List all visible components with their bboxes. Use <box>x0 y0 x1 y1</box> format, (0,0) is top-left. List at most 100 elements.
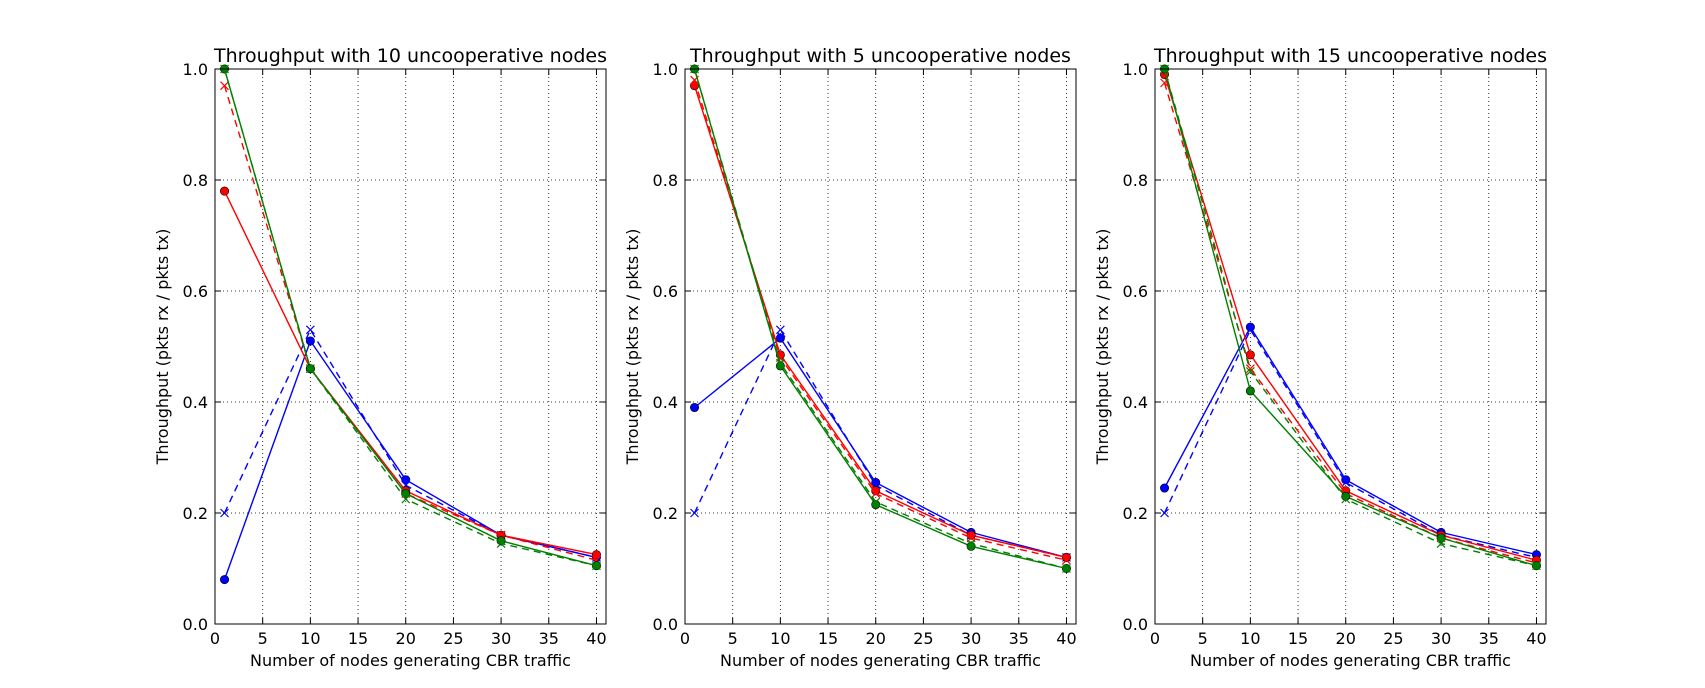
data-point-x <box>305 325 315 335</box>
y-axis-label: Throughput (pkts rx / pkts tx) <box>623 229 642 466</box>
y-tick-label: 0.4 <box>1123 393 1148 412</box>
x-tick-label: 40 <box>586 629 606 648</box>
series-line <box>223 85 597 561</box>
x-tick-label: 20 <box>396 629 416 648</box>
data-point-x <box>1245 325 1255 335</box>
data-point <box>220 186 230 196</box>
plot-frame <box>214 68 607 625</box>
x-tick-label: 25 <box>1383 629 1403 648</box>
x-tick-label: 5 <box>728 629 738 648</box>
x-tick-label: 15 <box>818 629 838 648</box>
data-point <box>591 550 601 560</box>
data-point-x <box>871 489 881 498</box>
x-tick-label: 20 <box>1336 629 1356 648</box>
data-point-x <box>775 358 785 368</box>
chart-title: Throughput with 10 uncooperative nodes <box>213 45 607 67</box>
series-line <box>1163 82 1537 564</box>
x-tick-label: 15 <box>348 629 368 648</box>
y-tick-label: 1.0 <box>653 60 678 79</box>
x-tick-label: 25 <box>913 629 933 648</box>
y-tick-label: 0.0 <box>653 615 678 634</box>
data-point <box>1341 491 1351 501</box>
data-point-x <box>1341 494 1351 504</box>
y-tick-label: 0.2 <box>183 504 208 523</box>
x-tick-label: 35 <box>1479 629 1499 648</box>
data-point <box>871 500 881 510</box>
data-point <box>1160 483 1170 493</box>
y-axis-label: Throughput (pkts rx / pkts tx) <box>1093 229 1112 466</box>
y-tick-label: 0.6 <box>1123 282 1148 301</box>
y-tick-label: 1.0 <box>1123 60 1148 79</box>
x-tick-label: 30 <box>1431 629 1451 648</box>
x-tick-label: 25 <box>443 629 463 648</box>
chart-title: Throughput with 15 uncooperative nodes <box>1153 45 1547 67</box>
data-point-x <box>592 561 601 571</box>
y-tick-label: 0.8 <box>1123 171 1148 190</box>
x-tick-label: 10 <box>300 629 320 648</box>
plot-frame <box>684 68 1077 625</box>
x-tick-label: 5 <box>258 629 268 648</box>
data-point-x <box>1532 561 1541 571</box>
x-tick-label: 40 <box>1526 629 1546 648</box>
data-point-x <box>401 494 411 504</box>
x-axis-label: Number of nodes generating CBR traffic <box>720 651 1041 670</box>
y-tick-label: 0.0 <box>183 615 208 634</box>
data-point-x <box>1062 564 1071 573</box>
x-tick-label: 10 <box>1240 629 1260 648</box>
plot-area <box>1155 69 1546 624</box>
data-point-x <box>1245 367 1255 376</box>
x-tick-label: 0 <box>210 629 220 648</box>
x-tick-label: 15 <box>1288 629 1308 648</box>
data-point-x <box>220 81 229 91</box>
plot-frame <box>1154 68 1547 625</box>
x-tick-label: 0 <box>680 629 690 648</box>
data-point <box>1245 386 1255 396</box>
data-point-x <box>220 508 229 518</box>
x-axis-label: Number of nodes generating CBR traffic <box>250 651 571 670</box>
y-axis-label: Throughput (pkts rx / pkts tx) <box>153 229 172 466</box>
plot-area <box>215 69 606 624</box>
data-point <box>305 336 315 346</box>
data-point-x <box>1245 364 1255 374</box>
y-tick-label: 0.2 <box>1123 504 1148 523</box>
series-line <box>1163 328 1537 559</box>
x-tick-label: 5 <box>1198 629 1208 648</box>
chart-title: Throughput with 5 uncooperative nodes <box>689 45 1071 67</box>
chart-panel-1: 0 5 10 15 20 25 30 35 40 0.0 0.2 0.4 0.6 0.8 1.0 Throug… <box>153 45 607 670</box>
x-tick-label: 35 <box>539 629 559 648</box>
data-point-x <box>690 508 699 518</box>
y-tick-label: 0.8 <box>183 171 208 190</box>
data-point-x <box>1062 555 1071 565</box>
data-point-x <box>1436 539 1446 548</box>
y-tick-label: 1.0 <box>183 60 208 79</box>
data-point <box>1061 552 1071 562</box>
y-tick-label: 0.4 <box>183 393 208 412</box>
chart-panel-2: 0 5 10 15 20 25 30 35 40 0.0 0.2 0.4 0.6 0.8 1.0 Throug… <box>623 45 1077 670</box>
data-point-x <box>496 539 506 548</box>
x-tick-label: 0 <box>1150 629 1160 648</box>
data-point-x <box>966 539 976 548</box>
data-point <box>966 530 976 540</box>
chart-panel-3: 0 5 10 15 20 25 30 35 40 0.0 0.2 0.4 0.6 0.8 1.0 Throug… <box>1093 45 1547 670</box>
x-tick-label: 30 <box>491 629 511 648</box>
data-point <box>690 403 700 413</box>
y-tick-label: 0.2 <box>653 504 678 523</box>
y-tick-label: 0.8 <box>653 171 678 190</box>
data-point <box>1245 322 1255 332</box>
x-tick-label: 30 <box>961 629 981 648</box>
data-point-x <box>775 325 785 335</box>
x-axis-label: Number of nodes generating CBR traffic <box>1190 651 1511 670</box>
data-point-x <box>1160 508 1169 518</box>
x-tick-label: 20 <box>866 629 886 648</box>
data-point <box>1245 350 1255 360</box>
data-point <box>1436 533 1446 543</box>
y-tick-label: 0.6 <box>183 282 208 301</box>
data-point <box>1341 475 1351 485</box>
data-point-x <box>305 364 315 374</box>
x-tick-label: 10 <box>770 629 790 648</box>
x-tick-label: 40 <box>1056 629 1076 648</box>
plot-area <box>685 69 1076 624</box>
y-tick-label: 0.4 <box>653 393 678 412</box>
y-tick-label: 0.0 <box>1123 615 1148 634</box>
